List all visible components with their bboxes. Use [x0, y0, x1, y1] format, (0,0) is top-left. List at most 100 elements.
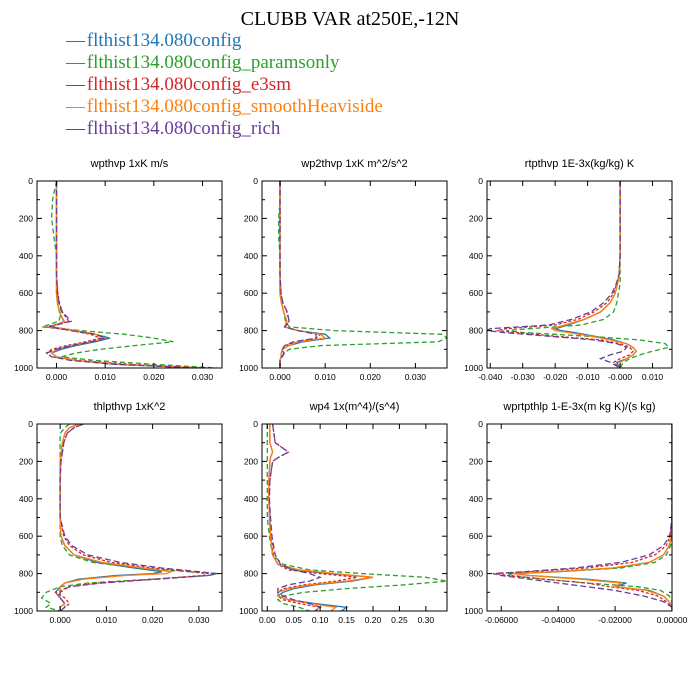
y-tick-label: 600: [19, 288, 33, 298]
x-tick-label: 0.000: [46, 372, 68, 382]
y-tick-label: 400: [19, 251, 33, 261]
series-line: [279, 181, 317, 368]
series-line: [515, 424, 672, 611]
series-line: [495, 424, 672, 611]
x-tick-label: 0.020: [360, 372, 382, 382]
y-tick-label: 800: [19, 569, 33, 579]
panel-title: wp4 1x(m^4)/(s^4): [309, 401, 400, 413]
figure-title: CLUBB VAR at250E,-12N: [240, 8, 460, 30]
panel-title: thlpthvp 1xK^2: [94, 401, 166, 413]
panel-title: wprtpthlp 1-E-3x(m kg K)/(s kg): [502, 401, 655, 413]
series-line: [49, 181, 203, 368]
series-line: [266, 424, 447, 611]
y-tick-label: 0: [28, 176, 33, 186]
y-tick-label: 800: [244, 569, 258, 579]
y-tick-label: 1000: [464, 606, 483, 616]
y-tick-label: 400: [469, 494, 483, 504]
series-line: [268, 424, 358, 611]
y-tick-label: 200: [244, 213, 258, 223]
y-tick-label: 600: [469, 288, 483, 298]
y-tick-label: 400: [19, 494, 33, 504]
series-line: [40, 424, 218, 611]
legend-line-icon: —: [66, 96, 85, 117]
y-tick-label: 200: [244, 456, 258, 466]
x-tick-label: -0.020: [543, 372, 567, 382]
plot-frame: [261, 180, 448, 369]
x-tick-label: 0.05: [285, 615, 302, 625]
series-line: [552, 181, 638, 368]
y-tick-label: 0: [253, 176, 258, 186]
x-tick-label: -0.030: [511, 372, 535, 382]
legend-label: flthist134.080config_smoothHeaviside: [86, 96, 383, 117]
x-tick-label: 0.030: [405, 372, 427, 382]
x-tick-label: -0.02000: [598, 615, 632, 625]
x-tick-label: 0.020: [142, 615, 164, 625]
x-tick-label: 0.00000: [657, 615, 688, 625]
y-tick-label: 1000: [239, 363, 258, 373]
y-tick-label: 800: [469, 326, 483, 336]
legend-item: — flthist134.080config_e3sm: [66, 74, 383, 96]
x-tick-label: 0.010: [642, 372, 664, 382]
legend-line-icon: —: [66, 74, 85, 95]
legend-label: flthist134.080config_paramsonly: [86, 52, 340, 73]
series-line: [487, 181, 628, 368]
x-tick-label: 0.30: [418, 615, 435, 625]
x-tick-label: 0.25: [391, 615, 408, 625]
legend-item: — flthist134.080config_paramsonly: [66, 52, 383, 74]
series-line: [550, 181, 638, 368]
legend-line-icon: —: [66, 30, 85, 51]
legend-item: — flthist134.080config_smoothHeaviside: [66, 96, 383, 118]
x-tick-label: 0.010: [95, 372, 117, 382]
x-tick-label: 0.10: [312, 615, 329, 625]
legend: — flthist134.080config — flthist134.080c…: [66, 30, 383, 140]
y-tick-label: 200: [469, 456, 483, 466]
y-tick-label: 800: [19, 326, 33, 336]
x-tick-label: 0.15: [338, 615, 355, 625]
x-tick-label: -0.06000: [484, 615, 518, 625]
legend-item: — flthist134.080config: [66, 30, 383, 52]
series-line: [45, 181, 208, 368]
legend-label: flthist134.080config: [86, 30, 242, 51]
legend-item: — flthist134.080config_rich: [66, 118, 383, 140]
chart-panel: wpthvp 1xK m/s 0 200 400 600 800 1000 0.000 0.01…: [14, 158, 223, 382]
y-tick-label: 400: [244, 251, 258, 261]
legend-line-icon: —: [66, 118, 85, 139]
y-tick-label: 1000: [14, 363, 33, 373]
y-tick-label: 200: [469, 213, 483, 223]
y-tick-label: 200: [19, 456, 33, 466]
series-line: [279, 181, 332, 368]
chart-panel: wprtpthlp 1-E-3x(m kg K)/(s kg) 0 200 400 60…: [464, 401, 688, 625]
y-tick-label: 0: [253, 419, 258, 429]
series-line: [45, 181, 198, 368]
y-tick-label: 0: [478, 176, 483, 186]
y-tick-label: 600: [19, 531, 33, 541]
legend-line-icon: —: [66, 52, 85, 73]
series-line: [54, 424, 209, 611]
x-tick-label: 0.030: [188, 615, 210, 625]
series-line: [506, 181, 671, 368]
series-line: [492, 424, 672, 611]
series-line: [59, 424, 218, 611]
series-line: [59, 424, 174, 611]
y-tick-label: 0: [28, 419, 33, 429]
x-tick-label: 0.00: [259, 615, 276, 625]
x-tick-label: 0.030: [192, 372, 214, 382]
legend-label: flthist134.080config_e3sm: [86, 74, 291, 95]
panel-title: wpthvp 1xK m/s: [90, 158, 169, 170]
y-tick-label: 600: [244, 531, 258, 541]
x-tick-label: -0.040: [478, 372, 502, 382]
y-tick-label: 600: [244, 288, 258, 298]
y-tick-label: 1000: [464, 363, 483, 373]
y-tick-label: 800: [244, 326, 258, 336]
series-line: [278, 181, 447, 368]
chart-panel: wp2thvp 1xK m^2/s^2 0 200 400 600 800 1000 0.00…: [239, 158, 448, 382]
panel-title: wp2thvp 1xK m^2/s^2: [300, 158, 407, 170]
x-tick-label: -0.04000: [541, 615, 575, 625]
y-tick-label: 1000: [14, 606, 33, 616]
y-tick-label: 400: [244, 494, 258, 504]
x-tick-label: 0.010: [96, 615, 118, 625]
x-tick-label: 0.000: [49, 615, 71, 625]
chart-panel: rtpthvp 1E-3x(kg/kg) K02004006008001000-…: [464, 158, 673, 382]
